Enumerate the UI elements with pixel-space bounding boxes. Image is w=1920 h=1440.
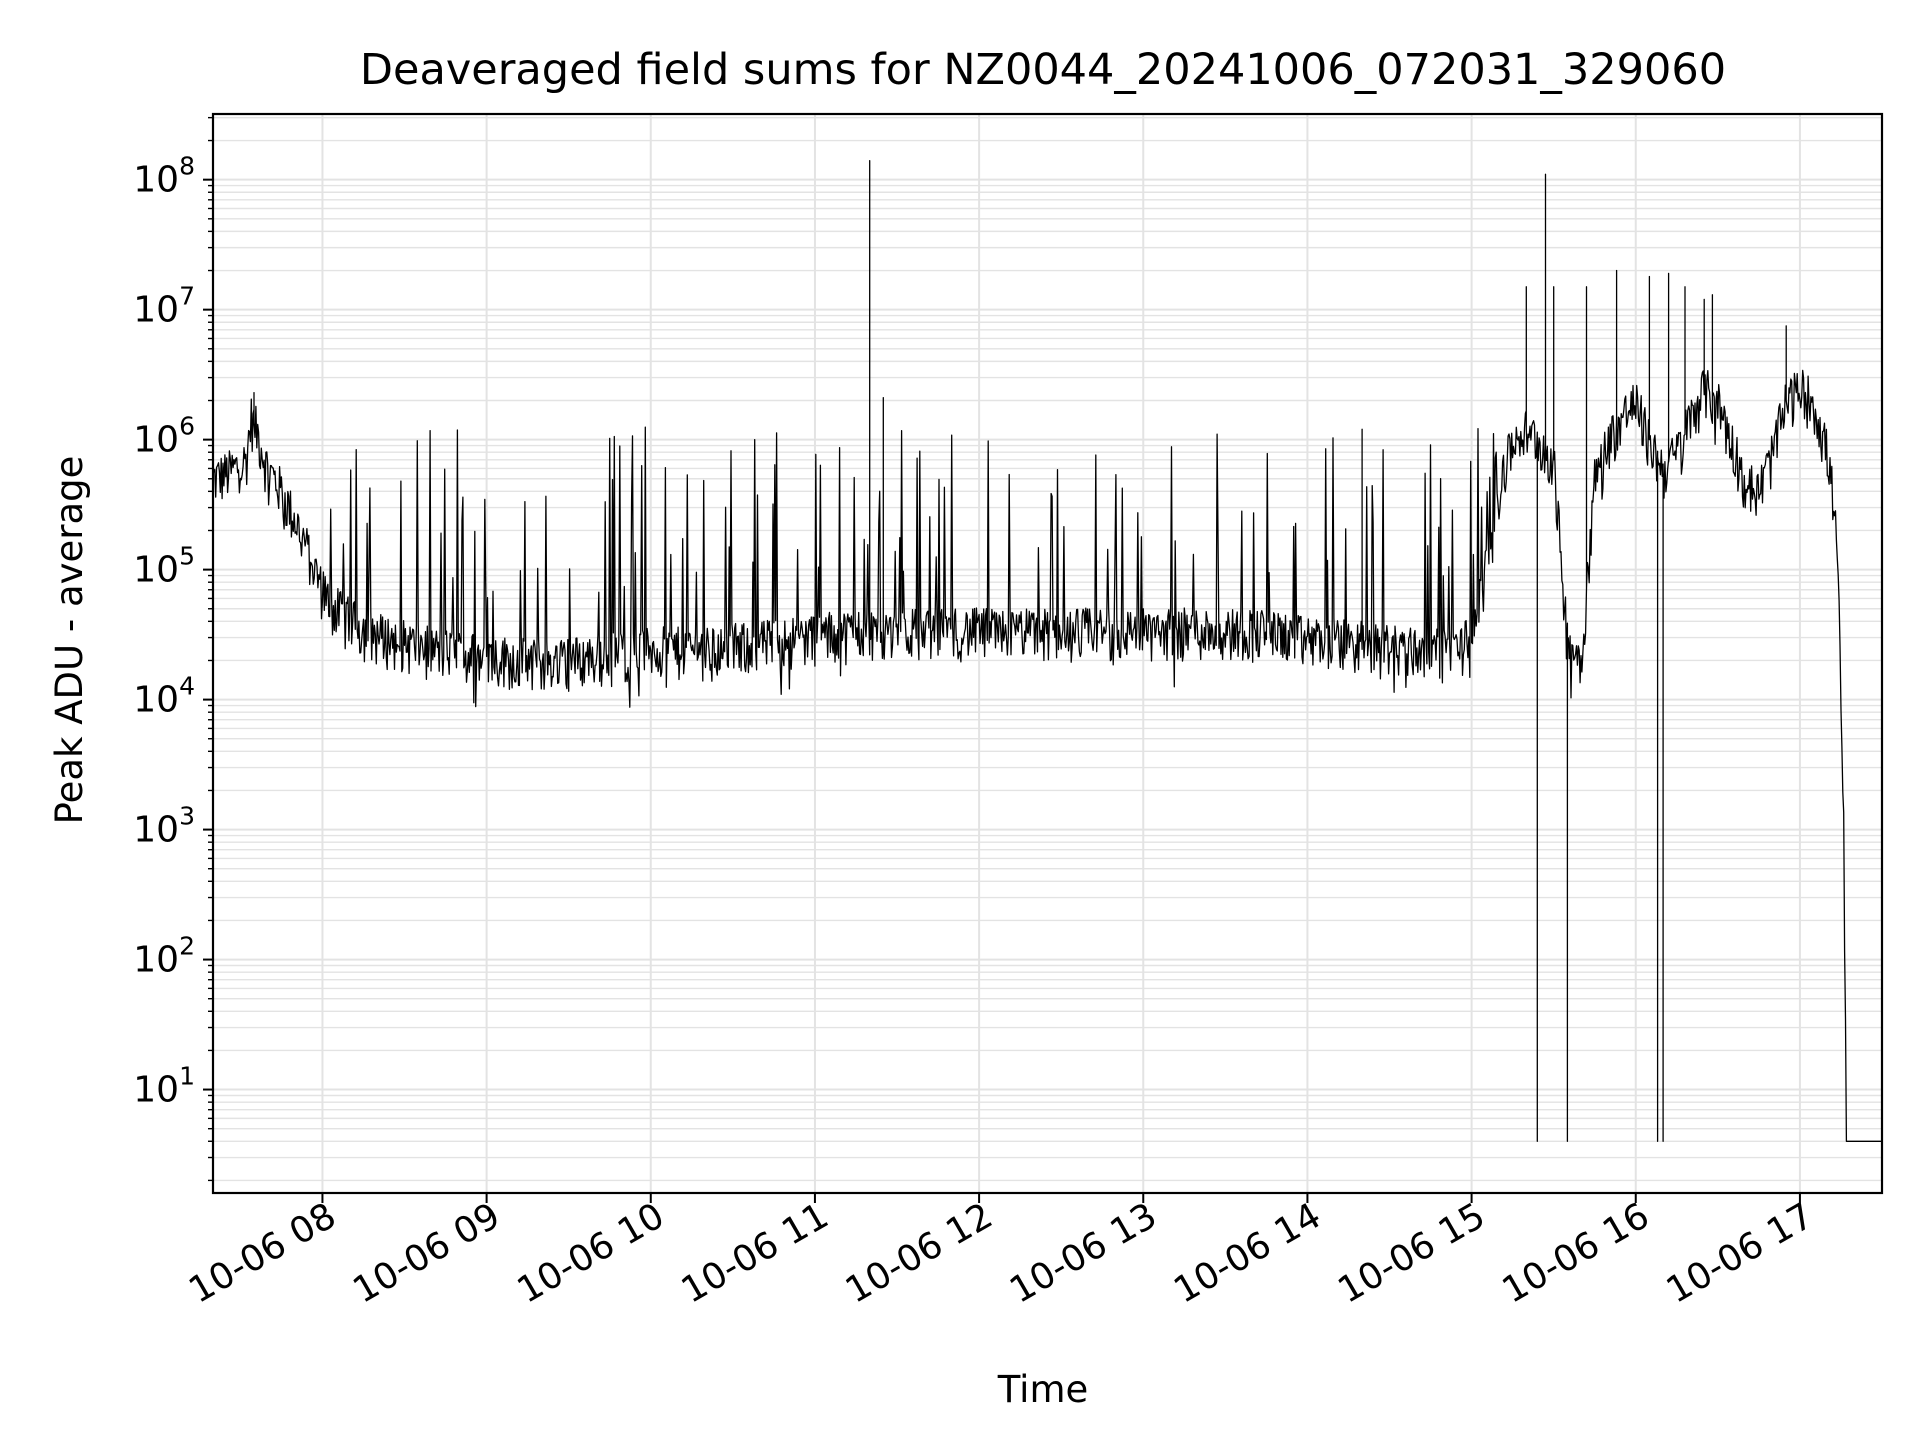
y-tick-label: 101 (133, 1062, 195, 1111)
y-tick-label: 104 (133, 672, 195, 721)
y-tick-label: 108 (133, 152, 195, 201)
x-axis-label: Time (997, 1368, 1089, 1411)
y-tick-label: 107 (133, 282, 195, 331)
y-axis-label: Peak ADU - average (48, 456, 91, 825)
plot-data (212, 160, 1882, 1142)
y-tick-label: 102 (133, 932, 195, 981)
series-line (212, 160, 1882, 1142)
y-tick-label: 103 (133, 802, 195, 851)
chart-title: Deaveraged field sums for NZ0044_2024100… (360, 45, 1726, 95)
plot-frame (211, 112, 1884, 1195)
grid-lines (213, 114, 1882, 1193)
y-tick-label: 105 (133, 542, 195, 591)
y-tick-label: 106 (133, 412, 195, 461)
